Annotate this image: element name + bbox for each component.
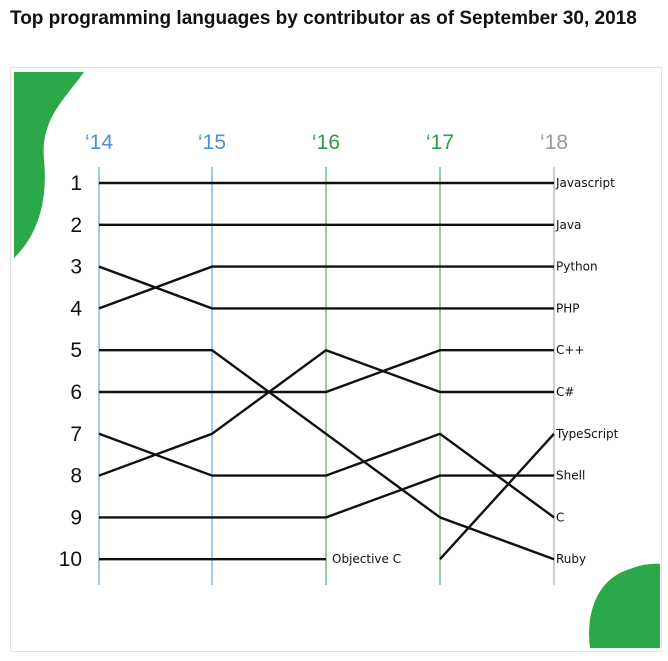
series-label: Javascript — [555, 176, 615, 190]
series-line — [439, 432, 555, 561]
series-label: TypeScript — [555, 427, 619, 441]
chart-title: Top programming languages by contributor… — [10, 8, 637, 29]
series-label: Java — [555, 218, 581, 232]
series-label: Python — [556, 260, 598, 274]
y-tick-label: 7 — [70, 423, 82, 446]
series-label: C — [556, 510, 564, 524]
series-label: Shell — [556, 469, 585, 483]
series-line — [99, 349, 555, 561]
series-label: C++ — [556, 343, 585, 357]
y-tick-label: 1 — [70, 172, 82, 195]
series-label: PHP — [556, 301, 580, 315]
y-tick-label: 9 — [70, 506, 82, 529]
x-tick-label: ‘17 — [426, 131, 454, 154]
series-line — [98, 432, 555, 519]
decor-blob-bottom-right — [589, 563, 660, 648]
x-tick-label: ‘18 — [540, 131, 568, 154]
y-tick-label: 5 — [70, 339, 82, 362]
series-line — [99, 349, 554, 394]
series-line — [99, 474, 554, 519]
series-label: Ruby — [556, 552, 586, 566]
series-label: C# — [556, 385, 574, 399]
y-tick-label: 4 — [70, 297, 82, 320]
chart-frame — [10, 67, 662, 652]
series-line — [98, 348, 554, 477]
x-tick-label: ‘16 — [312, 131, 340, 154]
series-label: Objective C — [332, 552, 401, 566]
decor-blob-top-left — [14, 72, 84, 258]
y-tick-label: 2 — [70, 214, 82, 237]
series-line — [98, 265, 554, 310]
y-tick-label: 6 — [70, 381, 82, 404]
x-tick-label: ‘14 — [85, 131, 113, 154]
y-tick-label: 3 — [70, 256, 82, 279]
x-tick-label: ‘15 — [198, 131, 226, 154]
y-tick-label: 8 — [70, 465, 82, 488]
series-line — [98, 265, 554, 310]
y-tick-label: 10 — [59, 548, 82, 571]
